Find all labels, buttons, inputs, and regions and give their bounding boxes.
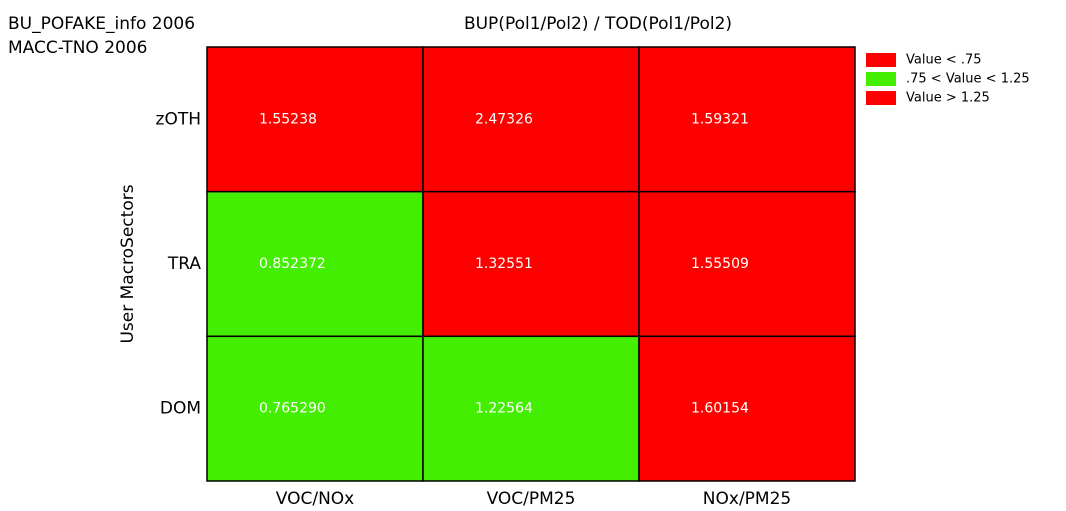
- y-tick-label: DOM: [160, 399, 201, 419]
- cell-label: 1.22564: [475, 401, 533, 417]
- legend-text: Value > 1.25: [906, 91, 990, 106]
- legend-swatch: [866, 72, 896, 86]
- y-axis-label: User MacroSectors: [118, 184, 138, 343]
- x-tick-label: NOx/PM25: [703, 489, 791, 509]
- heatmap-cell: [638, 190, 856, 338]
- chart-title: BUP(Pol1/Pol2) / TOD(Pol1/Pol2): [464, 14, 732, 34]
- y-tick-label: TRA: [167, 254, 202, 274]
- heatmap-cell: [638, 335, 856, 482]
- cell-label: 1.55238: [259, 111, 317, 127]
- cell-label: 0.765290: [259, 401, 326, 417]
- legend-swatch: [866, 53, 896, 67]
- heatmap-cell: [422, 46, 640, 193]
- legend-swatch: [866, 91, 896, 105]
- cell-label: 1.32551: [475, 256, 533, 272]
- x-tick-label: VOC/PM25: [487, 489, 576, 509]
- heatmap-cell: [206, 335, 424, 482]
- x-tick-label: VOC/NOx: [276, 489, 354, 509]
- heatmap-cell: [422, 335, 640, 482]
- cell-label: 0.852372: [259, 256, 326, 272]
- heatmap-cell: [422, 190, 640, 338]
- cell-label: 1.55509: [691, 256, 749, 272]
- header-line: MACC-TNO 2006: [8, 38, 147, 58]
- header-line: BU_POFAKE_info 2006: [8, 14, 195, 34]
- cell-label: 1.60154: [691, 401, 749, 417]
- legend-text: .75 < Value < 1.25: [906, 72, 1030, 87]
- legend-text: Value < .75: [906, 53, 982, 68]
- heatmap-cell: [638, 46, 856, 193]
- cell-label: 2.47326: [475, 111, 533, 127]
- heatmap-cell: [206, 190, 424, 338]
- heatmap-cell: [206, 46, 424, 193]
- cell-label: 1.59321: [691, 111, 749, 127]
- y-tick-label: zOTH: [156, 109, 201, 129]
